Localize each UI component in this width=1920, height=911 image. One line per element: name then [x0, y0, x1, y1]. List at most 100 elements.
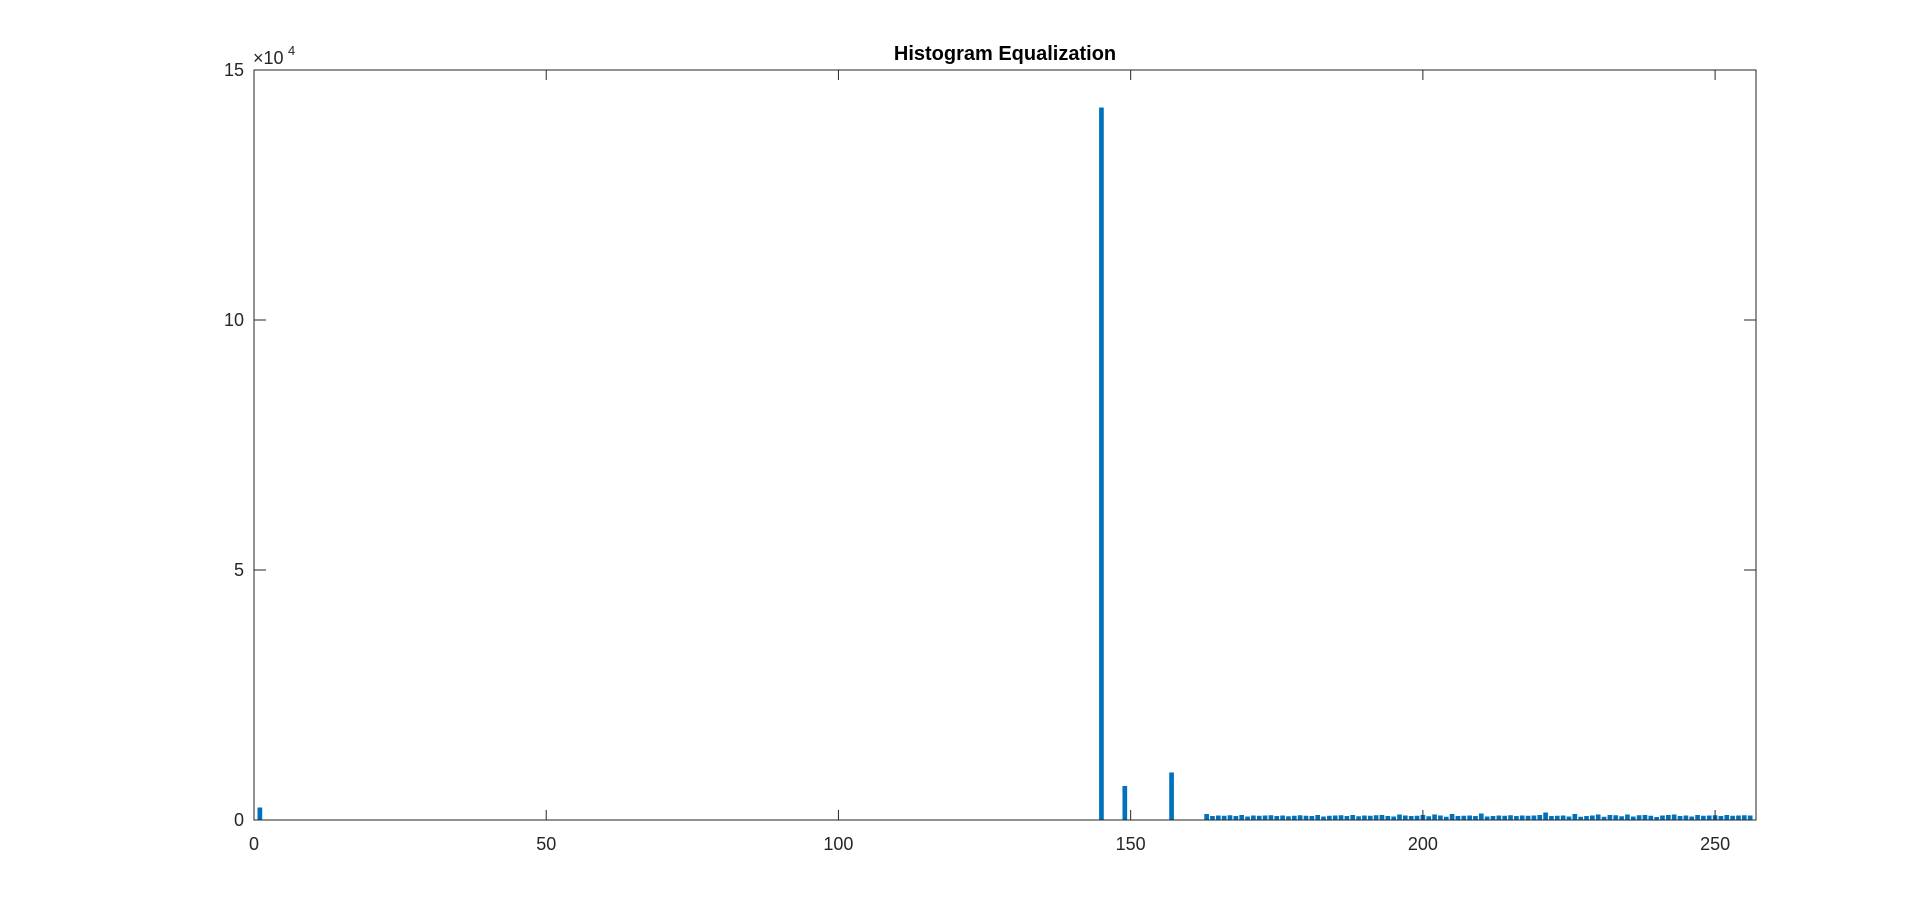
histogram-bar	[1210, 816, 1215, 820]
histogram-bar	[1455, 816, 1461, 820]
histogram-bar	[1578, 816, 1584, 820]
histogram-bar	[1432, 814, 1437, 820]
histogram-bar	[1747, 815, 1753, 820]
x-tick-label: 150	[1116, 834, 1146, 854]
histogram-bar	[1467, 815, 1472, 820]
x-tick-label: 100	[823, 834, 853, 854]
histogram-bar	[1256, 815, 1262, 820]
histogram-bar	[1572, 814, 1578, 820]
histogram-bar	[1309, 816, 1315, 820]
histogram-bar	[1414, 815, 1420, 820]
histogram-bar	[1478, 813, 1484, 820]
histogram-bar	[1706, 815, 1712, 820]
histogram-bar	[1385, 816, 1391, 820]
histogram-bar	[1327, 815, 1332, 820]
y-exponent-base: ×10	[253, 48, 284, 68]
histogram-bar	[1490, 816, 1496, 820]
histogram-bar	[1549, 816, 1554, 820]
y-tick-label: 0	[234, 810, 244, 830]
histogram-bar	[1642, 815, 1648, 820]
histogram-bar	[1297, 815, 1303, 820]
histogram-bar	[1525, 815, 1531, 820]
histogram-bar	[1215, 815, 1221, 820]
histogram-bar	[1584, 816, 1589, 820]
histogram-bar	[1508, 815, 1513, 820]
histogram-bar	[1619, 816, 1624, 820]
histogram-bar	[1537, 815, 1543, 820]
histogram-bar	[1741, 815, 1747, 820]
histogram-bar	[1724, 815, 1730, 820]
histogram-bar	[1356, 816, 1361, 820]
histogram-bar	[1590, 815, 1595, 820]
y-tick-label: 10	[224, 310, 244, 330]
histogram-bar	[1701, 815, 1706, 820]
histogram-bar	[1461, 815, 1467, 820]
histogram-bar	[1268, 815, 1274, 820]
histogram-bar	[1379, 815, 1385, 820]
histogram-bar	[1514, 816, 1519, 820]
histogram-bar	[1286, 816, 1291, 820]
histogram-bar	[1227, 815, 1233, 820]
x-tick-label: 250	[1700, 834, 1730, 854]
histogram-bar	[1245, 816, 1250, 820]
histogram-bar	[1443, 816, 1449, 820]
histogram-bar	[1373, 815, 1379, 820]
histogram-bar	[1607, 815, 1613, 820]
histogram-bar	[1303, 815, 1309, 820]
histogram-bar	[257, 807, 263, 820]
histogram-bar	[1321, 816, 1326, 820]
histogram-bar	[1648, 815, 1654, 820]
histogram-bar	[1391, 816, 1396, 820]
histogram-bar	[1403, 815, 1408, 820]
histogram-bar	[1221, 815, 1227, 820]
histogram-bar	[1438, 815, 1443, 820]
histogram-bar	[1291, 815, 1297, 820]
histogram-bar	[1519, 815, 1525, 820]
histogram-bar	[1408, 816, 1414, 820]
histogram-bar	[1397, 814, 1402, 820]
histogram-bar	[1718, 816, 1724, 820]
histogram-bar	[1730, 815, 1735, 820]
histogram-bar	[1543, 812, 1548, 820]
histogram-bar	[1695, 815, 1700, 820]
histogram-bar	[1560, 815, 1566, 820]
x-tick-label: 0	[249, 834, 259, 854]
y-tick-label: 5	[234, 560, 244, 580]
chart-title: Histogram Equalization	[894, 43, 1116, 65]
histogram-bar	[1496, 815, 1502, 820]
y-tick-label: 15	[224, 60, 244, 80]
histogram-bar	[1315, 815, 1321, 820]
histogram-bar	[1338, 815, 1344, 820]
histogram-bar	[1531, 815, 1537, 820]
histogram-bar	[1169, 772, 1174, 820]
histogram-bar	[1666, 815, 1671, 820]
histogram-bar	[1280, 815, 1285, 820]
histogram-bar	[1736, 815, 1741, 820]
histogram-bar	[1262, 815, 1268, 820]
histogram-bar	[1344, 816, 1350, 820]
histogram-bar	[1332, 815, 1338, 820]
histogram-bar	[1677, 816, 1683, 820]
histogram-bar	[1630, 816, 1636, 820]
histogram-bar	[1274, 816, 1280, 820]
x-tick-label: 200	[1408, 834, 1438, 854]
histogram-bar	[1636, 815, 1642, 820]
histogram-bar	[1660, 815, 1665, 820]
histogram-bar	[1484, 816, 1490, 820]
histogram-bar	[1671, 814, 1677, 820]
histogram-bar	[1239, 815, 1245, 820]
histogram-bar	[1625, 814, 1630, 820]
histogram-bar	[1251, 815, 1256, 820]
x-tick-label: 50	[536, 834, 556, 854]
histogram-bar	[1566, 816, 1572, 820]
histogram-bar	[1426, 816, 1432, 820]
histogram-bar	[1362, 815, 1367, 820]
histogram-bar	[1449, 814, 1455, 820]
histogram-bar	[1654, 817, 1659, 820]
histogram-bar	[1099, 107, 1104, 820]
histogram-bar	[1233, 816, 1239, 820]
histogram-bar	[1122, 786, 1128, 820]
x-axis: 0 50 100 150 200 250	[249, 70, 1730, 854]
